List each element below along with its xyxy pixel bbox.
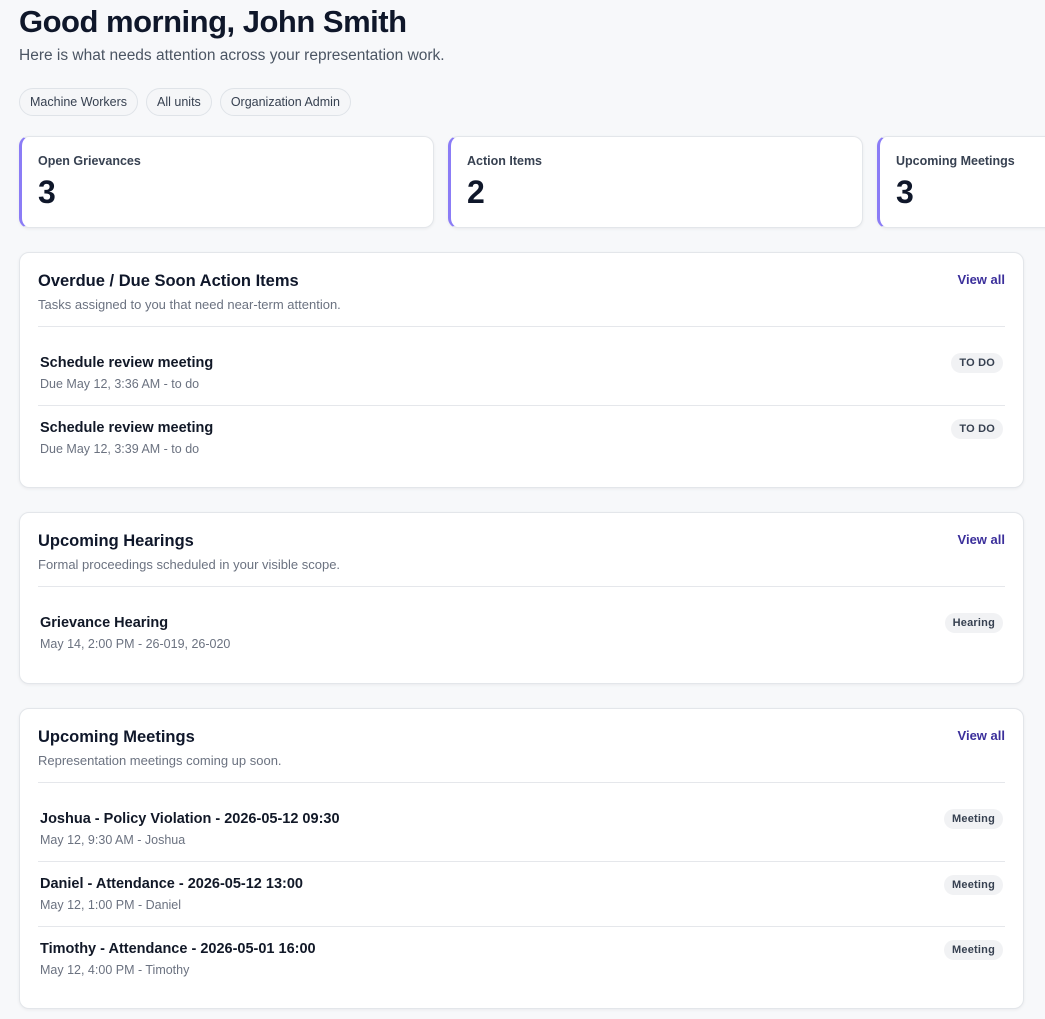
meetings-card: Upcoming Meetings Representation meeting… xyxy=(19,708,1024,1009)
stat-label: Action Items xyxy=(467,154,543,168)
list-item[interactable]: Daniel - Attendance - 2026-05-12 13:00 M… xyxy=(38,862,1005,927)
stat-value: 2 xyxy=(467,174,485,210)
type-badge: Hearing xyxy=(944,613,1003,633)
item-title: Schedule review meeting xyxy=(40,355,214,371)
chip-unit-scope[interactable]: All units xyxy=(146,88,212,116)
view-all-hearings-link[interactable]: View all xyxy=(957,532,1005,547)
stat-label: Open Grievances xyxy=(38,154,141,168)
list-item[interactable]: Timothy - Attendance - 2026-05-01 16:00 … xyxy=(38,927,1005,992)
hearings-card: Upcoming Hearings Formal proceedings sch… xyxy=(19,512,1024,684)
status-badge: TO DO xyxy=(951,419,1003,439)
view-all-meetings-link[interactable]: View all xyxy=(957,728,1005,743)
item-subtitle: Due May 12, 3:39 AM - to do xyxy=(40,442,200,456)
item-subtitle: Due May 12, 3:36 AM - to do xyxy=(40,377,200,391)
item-subtitle: May 12, 4:00 PM - Timothy xyxy=(40,963,190,977)
action-items-card: Overdue / Due Soon Action Items Tasks as… xyxy=(19,252,1024,488)
stat-card-action-items[interactable]: Action Items 2 xyxy=(448,136,863,228)
scope-chips: Machine Workers All units Organization A… xyxy=(19,88,351,116)
card-description: Formal proceedings scheduled in your vis… xyxy=(38,557,341,572)
stat-cards: Open Grievances 3 Action Items 2 Upcomin… xyxy=(19,136,1045,228)
type-badge: Meeting xyxy=(944,940,1003,960)
item-title: Joshua - Policy Violation - 2026-05-12 0… xyxy=(40,811,340,827)
divider xyxy=(38,586,1005,587)
list-item[interactable]: Schedule review meeting Due May 12, 3:36… xyxy=(38,327,1005,406)
type-badge: Meeting xyxy=(944,875,1003,895)
page-title: Good morning, John Smith xyxy=(19,4,407,39)
list-item[interactable]: Joshua - Policy Violation - 2026-05-12 0… xyxy=(38,783,1005,862)
item-subtitle: May 14, 2:00 PM - 26-019, 26-020 xyxy=(40,637,231,651)
stat-label: Upcoming Meetings xyxy=(896,154,1015,168)
item-title: Grievance Hearing xyxy=(40,615,169,631)
card-description: Tasks assigned to you that need near-ter… xyxy=(38,297,341,312)
type-badge: Meeting xyxy=(944,809,1003,829)
stat-card-upcoming-meetings[interactable]: Upcoming Meetings 3 xyxy=(877,136,1045,228)
item-title: Daniel - Attendance - 2026-05-12 13:00 xyxy=(40,876,303,892)
card-description: Representation meetings coming up soon. xyxy=(38,753,282,768)
item-title: Timothy - Attendance - 2026-05-01 16:00 xyxy=(40,941,316,957)
item-title: Schedule review meeting xyxy=(40,420,214,436)
stat-value: 3 xyxy=(38,174,56,210)
item-subtitle: May 12, 9:30 AM - Joshua xyxy=(40,833,186,847)
stat-value: 3 xyxy=(896,174,914,210)
chip-organization[interactable]: Machine Workers xyxy=(19,88,139,116)
list-item[interactable]: Schedule review meeting Due May 12, 3:39… xyxy=(38,406,1005,471)
status-badge: TO DO xyxy=(951,353,1003,373)
stat-card-open-grievances[interactable]: Open Grievances 3 xyxy=(19,136,434,228)
card-title: Overdue / Due Soon Action Items xyxy=(38,272,299,290)
item-subtitle: May 12, 1:00 PM - Daniel xyxy=(40,898,182,912)
page-subtitle: Here is what needs attention across your… xyxy=(19,47,445,64)
card-title: Upcoming Meetings xyxy=(38,728,195,746)
divider xyxy=(38,326,1005,327)
chip-role[interactable]: Organization Admin xyxy=(219,88,351,116)
divider xyxy=(38,782,1005,783)
view-all-action-items-link[interactable]: View all xyxy=(957,272,1005,287)
list-item[interactable]: Grievance Hearing May 14, 2:00 PM - 26-0… xyxy=(38,587,1005,666)
card-title: Upcoming Hearings xyxy=(38,532,194,550)
